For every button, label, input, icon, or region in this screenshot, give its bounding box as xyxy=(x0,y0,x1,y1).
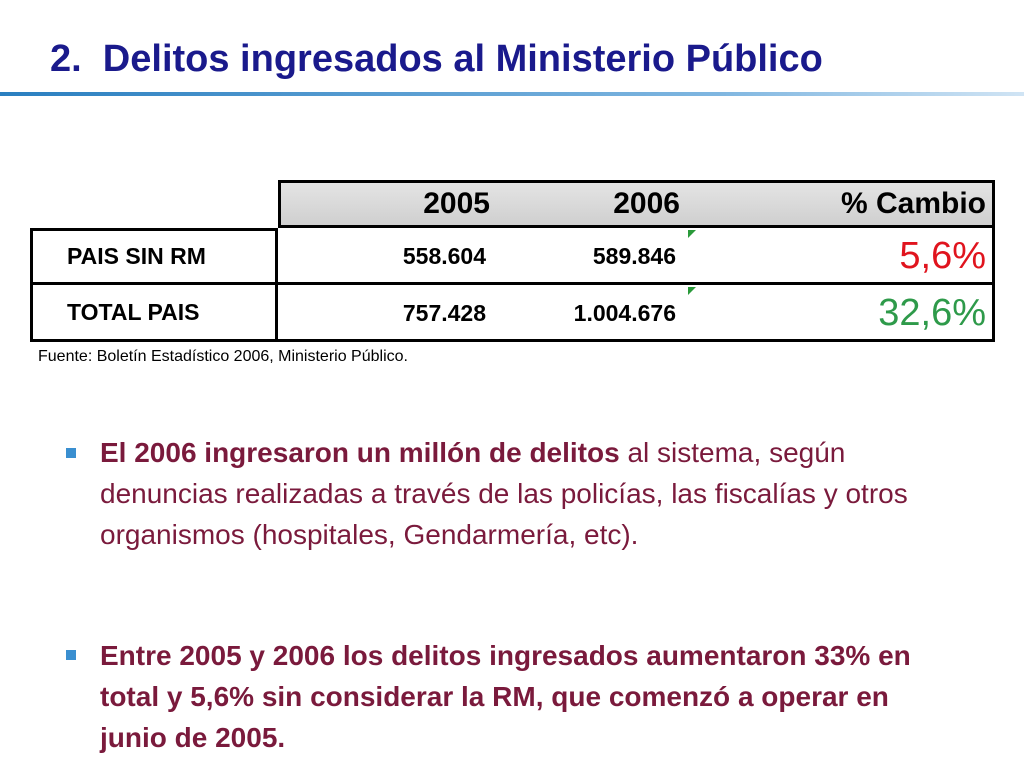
row-label: TOTAL PAIS xyxy=(30,285,278,342)
cell: 589.846 xyxy=(592,243,676,269)
source-note: Fuente: Boletín Estadístico 2006, Minist… xyxy=(38,348,408,365)
cell-indicator xyxy=(688,230,696,238)
cell: 32,6% xyxy=(878,292,986,334)
bullet: El 2006 ingresaron un millón de delitos … xyxy=(100,432,960,555)
bullet-bold: Entre 2005 y 2006 los delitos ingresados… xyxy=(100,640,911,753)
table-header-bg xyxy=(278,180,995,228)
cell-indicator xyxy=(688,287,696,295)
row-label: PAIS SIN RM xyxy=(30,228,278,285)
title-rule xyxy=(0,92,1024,96)
cell: 558.604 xyxy=(402,243,486,269)
bullet-text: al sistema, según denuncias realizadas a… xyxy=(100,437,908,550)
row-bg xyxy=(278,228,995,285)
column-header: 2005 xyxy=(423,187,490,220)
row-bg xyxy=(278,285,995,342)
column-header: 2006 xyxy=(613,187,680,220)
cell: 757.428 xyxy=(402,300,486,326)
bullet-bold: El 2006 ingresaron un millón de delitos xyxy=(100,437,620,468)
cell: 5,6% xyxy=(899,235,986,277)
bullet-marker xyxy=(66,448,76,458)
column-header: % Cambio xyxy=(840,187,986,220)
bullet-marker xyxy=(66,650,76,660)
bullet: Entre 2005 y 2006 los delitos ingresados… xyxy=(100,635,920,758)
cell: 1.004.676 xyxy=(573,300,676,326)
slide-title: 2. Delitos ingresados al Ministerio Públ… xyxy=(50,38,823,80)
